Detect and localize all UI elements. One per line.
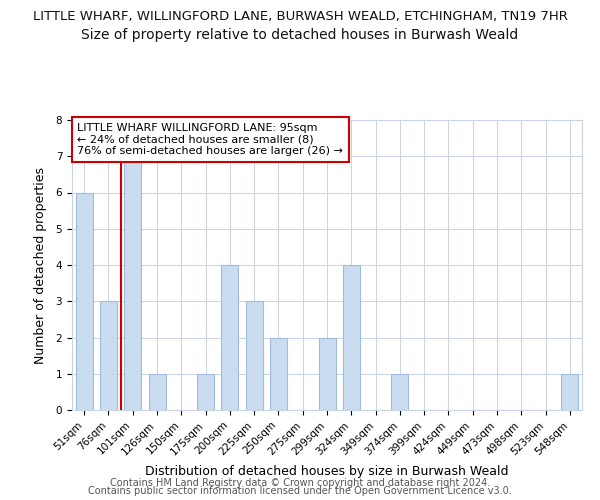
Bar (76, 192, 92, 410)
Bar (245, 301, 263, 410)
Bar (124, 156, 141, 410)
Bar (391, 374, 409, 410)
Text: LITTLE WHARF WILLINGFORD LANE: 95sqm
← 24% of detached houses are smaller (8)
76: LITTLE WHARF WILLINGFORD LANE: 95sqm ← 2… (77, 123, 343, 156)
Bar (149, 374, 166, 410)
Text: Contains HM Land Registry data © Crown copyright and database right 2024.: Contains HM Land Registry data © Crown c… (110, 478, 490, 488)
Text: Size of property relative to detached houses in Burwash Weald: Size of property relative to detached ho… (82, 28, 518, 42)
Text: Contains public sector information licensed under the Open Government Licence v3: Contains public sector information licen… (88, 486, 512, 496)
Bar (343, 265, 360, 410)
Bar (197, 374, 214, 410)
X-axis label: Distribution of detached houses by size in Burwash Weald: Distribution of detached houses by size … (145, 465, 509, 478)
Bar (562, 374, 578, 410)
Bar (221, 265, 238, 410)
Bar (270, 338, 287, 410)
Y-axis label: Number of detached properties: Number of detached properties (34, 166, 47, 364)
Text: LITTLE WHARF, WILLINGFORD LANE, BURWASH WEALD, ETCHINGHAM, TN19 7HR: LITTLE WHARF, WILLINGFORD LANE, BURWASH … (32, 10, 568, 23)
Bar (100, 301, 117, 410)
Bar (319, 338, 335, 410)
